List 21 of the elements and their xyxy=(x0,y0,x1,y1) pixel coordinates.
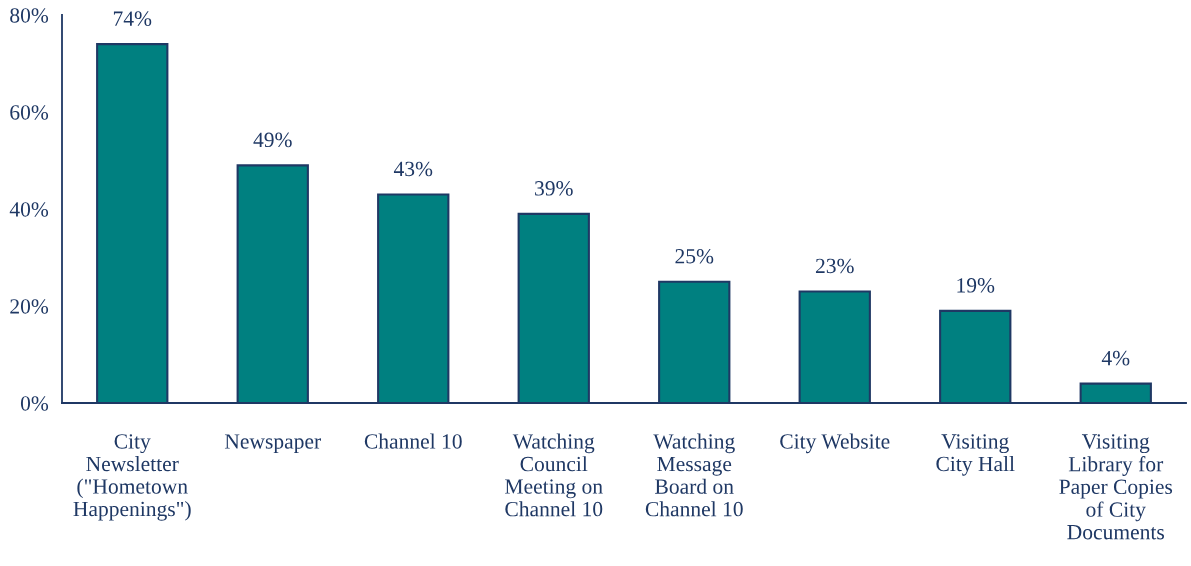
y-tick-label: 80% xyxy=(10,8,49,23)
y-tick-label: 20% xyxy=(10,299,49,314)
data-label: 4% xyxy=(1101,350,1130,366)
x-tick-label: City Website xyxy=(780,433,890,454)
data-label: 39% xyxy=(535,181,573,196)
x-tick-label: Visiting Library for Paper Copies of City Documents xyxy=(1059,434,1173,540)
x-tick-label: Watching Council Meeting on Channel 10 xyxy=(505,433,603,517)
x-tick-label: Visiting City Hall xyxy=(936,434,1015,476)
y-tick-label: 60% xyxy=(10,105,49,120)
x-tick-label: City Newsletter ("Hometown Happenings") xyxy=(73,434,191,521)
data-label: 19% xyxy=(957,278,995,293)
data-label: 43% xyxy=(393,161,433,177)
data-label: 74% xyxy=(113,11,152,26)
y-tick-label: 40% xyxy=(9,202,49,217)
x-tick-label: Newspaper xyxy=(224,434,321,454)
x-tick-label: Watching Message Board on Channel 10 xyxy=(645,433,743,517)
y-tick-label: 0% xyxy=(20,396,49,411)
x-tick-label: Channel 10 xyxy=(364,433,462,449)
data-label: 25% xyxy=(675,248,714,264)
data-label: 49% xyxy=(253,132,292,148)
data-label: 23% xyxy=(815,258,854,274)
